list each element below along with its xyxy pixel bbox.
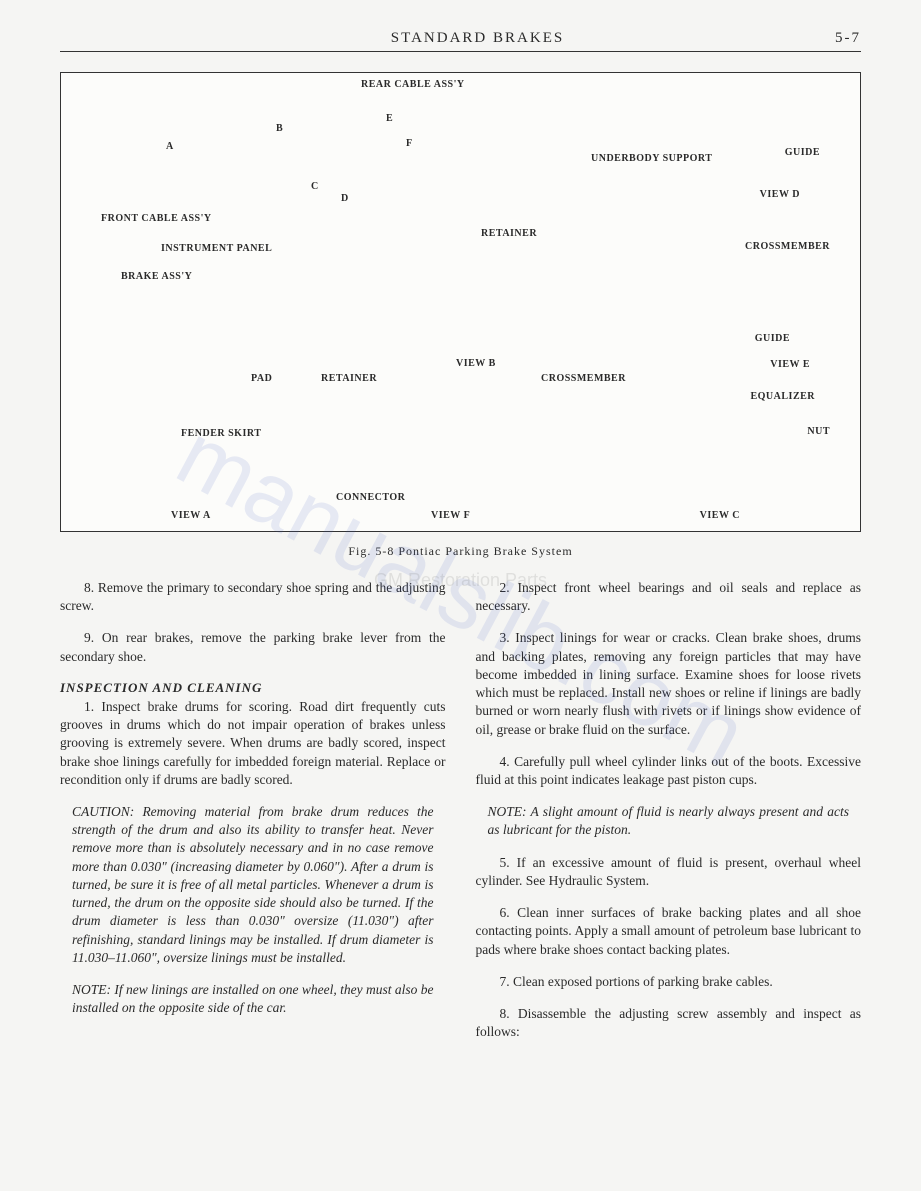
label-e: E	[386, 113, 393, 124]
caution-block: CAUTION: Removing material from brake dr…	[60, 803, 446, 967]
label-view-d: VIEW D	[760, 189, 800, 200]
label-guide1: GUIDE	[785, 147, 820, 158]
label-f: F	[406, 138, 413, 149]
label-d: D	[341, 193, 349, 204]
label-view-b: VIEW B	[456, 358, 496, 369]
label-equalizer: EQUALIZER	[750, 391, 815, 402]
para-r6: 6. Clean inner surfaces of brake backing…	[476, 904, 862, 959]
label-view-e: VIEW E	[770, 359, 810, 370]
label-pad: PAD	[251, 373, 272, 384]
label-view-c: VIEW C	[700, 510, 740, 521]
para-r3: 3. Inspect linings for wear or cracks. C…	[476, 629, 862, 738]
label-guide2: GUIDE	[755, 333, 790, 344]
para-8: 8. Remove the primary to secondary shoe …	[60, 579, 446, 615]
label-front-cable: FRONT CABLE ASS'Y	[101, 213, 212, 224]
para-r4: 4. Carefully pull wheel cylinder links o…	[476, 753, 862, 789]
para-r7: 7. Clean exposed portions of parking bra…	[476, 973, 862, 991]
label-view-a: VIEW A	[171, 510, 211, 521]
note-right: NOTE: A slight amount of fluid is nearly…	[476, 803, 862, 839]
label-a: A	[166, 141, 174, 152]
label-retainer1: RETAINER	[481, 228, 537, 239]
para-insp-1: 1. Inspect brake drums for scoring. Road…	[60, 698, 446, 789]
label-view-f: VIEW F	[431, 510, 470, 521]
text-columns: 8. Remove the primary to secondary shoe …	[60, 579, 861, 1055]
page-header: STANDARD BRAKES 5-7	[60, 30, 861, 52]
right-column: 2. Inspect front wheel bearings and oil …	[476, 579, 862, 1055]
para-r2: 2. Inspect front wheel bearings and oil …	[476, 579, 862, 615]
section-inspection: INSPECTION AND CLEANING	[60, 680, 446, 696]
figure-caption: Fig. 5-8 Pontiac Parking Brake System	[60, 544, 861, 559]
label-connector: CONNECTOR	[336, 492, 405, 503]
figure-diagram: REAR CABLE ASS'Y FRONT CABLE ASS'Y INSTR…	[60, 72, 861, 532]
note-left: NOTE: If new linings are installed on on…	[60, 981, 446, 1017]
para-r5: 5. If an excessive amount of fluid is pr…	[476, 854, 862, 890]
label-c: C	[311, 181, 319, 192]
label-crossmember1: CROSSMEMBER	[745, 241, 830, 252]
label-b: B	[276, 123, 283, 134]
para-9: 9. On rear brakes, remove the parking br…	[60, 629, 446, 665]
page-number: 5-7	[835, 30, 861, 47]
para-r8: 8. Disassemble the adjusting screw assem…	[476, 1005, 862, 1041]
label-rear-cable: REAR CABLE ASS'Y	[361, 79, 465, 90]
label-retainer2: RETAINER	[321, 373, 377, 384]
label-instrument-panel: INSTRUMENT PANEL	[161, 243, 272, 254]
label-nut: NUT	[807, 426, 830, 437]
label-brake-assy: BRAKE ASS'Y	[121, 271, 192, 282]
label-crossmember2: CROSSMEMBER	[541, 373, 626, 384]
left-column: 8. Remove the primary to secondary shoe …	[60, 579, 446, 1055]
header-title: STANDARD BRAKES	[120, 30, 835, 47]
label-fender-skirt: FENDER SKIRT	[181, 428, 261, 439]
label-underbody: UNDERBODY SUPPORT	[591, 153, 712, 164]
